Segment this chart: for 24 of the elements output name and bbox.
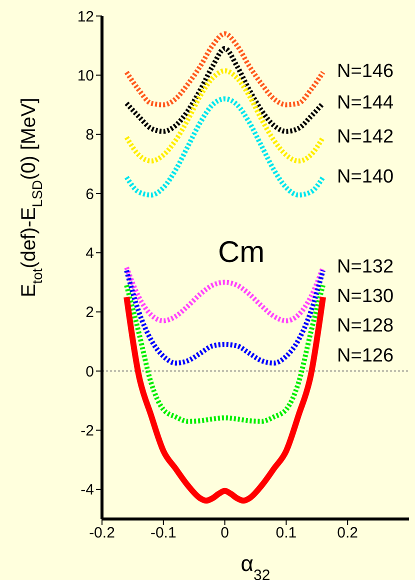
y-tick-label: 2: [86, 304, 94, 322]
y-tick-label: 0: [86, 363, 94, 380]
series-label: N=142: [337, 126, 394, 148]
y-tick-label: 4: [86, 245, 94, 262]
series-label: N=140: [337, 166, 394, 188]
x-tick-label: -0.1: [150, 524, 176, 542]
series-label: N=130: [337, 286, 394, 308]
x-tick-label: 0.1: [276, 524, 297, 542]
y-tick-label: -2: [80, 422, 94, 440]
y-tick-label: 6: [86, 186, 94, 203]
y-tick-label: -4: [80, 482, 94, 499]
x-tick-label: -0.2: [89, 524, 115, 542]
series-label: N=126: [337, 345, 394, 366]
y-tick-label: 10: [77, 68, 94, 84]
x-tick-label: 0.2: [337, 524, 358, 542]
x-axis-title: α$_{32}$: [240, 551, 270, 580]
x-tick-label: 0: [220, 524, 229, 542]
series-label: N=144: [337, 92, 394, 114]
y-tick-label: 8: [86, 126, 94, 144]
series-label: N=132: [337, 256, 394, 278]
series-label: N=128: [337, 316, 394, 337]
y-tick-label: 12: [77, 8, 94, 26]
series-label: N=146: [337, 61, 394, 82]
annotation: Cm: [218, 236, 265, 270]
